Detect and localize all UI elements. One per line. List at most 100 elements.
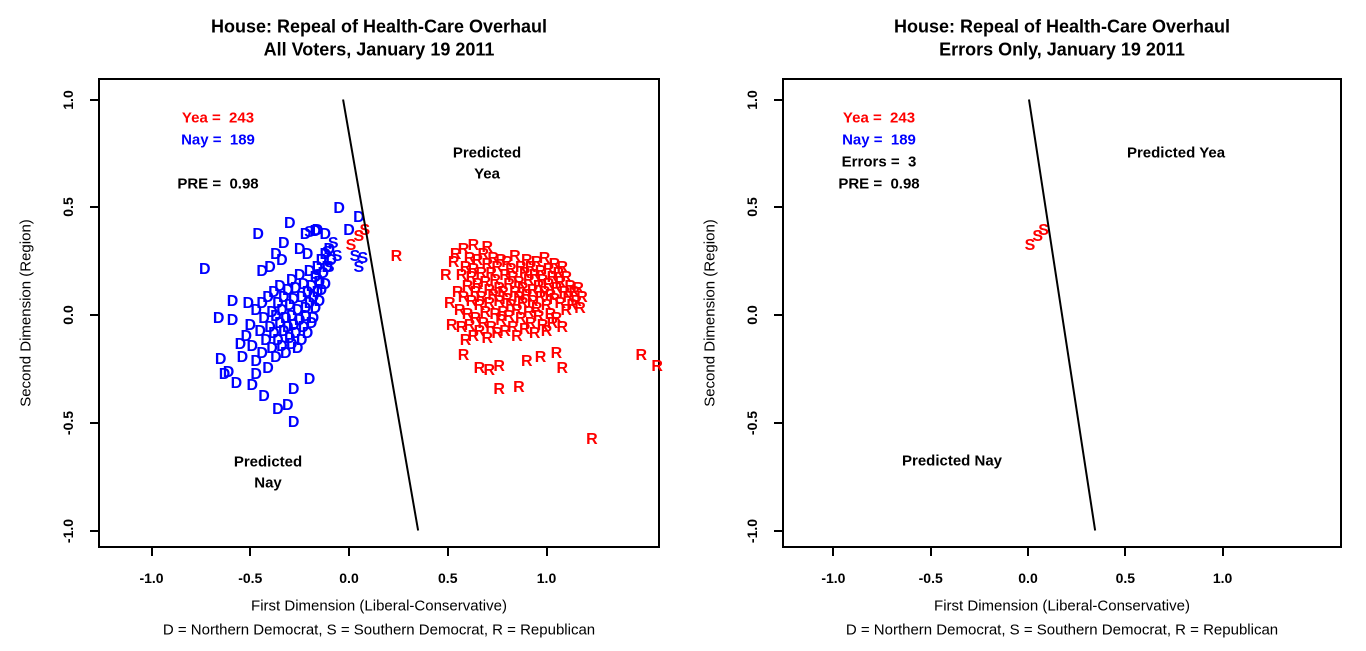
r-point-glyph: R (507, 318, 519, 336)
vote-stat-line: Yea = 243 (842, 109, 916, 127)
r-point-glyph: R (546, 314, 559, 332)
r-point-glyph: R (524, 258, 537, 276)
r-point-glyph: R (526, 282, 539, 300)
r-point-glyph: R (505, 260, 517, 278)
d-point-glyph: D (303, 370, 316, 388)
right-plot-title-line2: Errors Only, January 19 2011 (939, 39, 1185, 60)
d-point-glyph: D (287, 316, 300, 334)
d-point-glyph: D (199, 260, 211, 278)
r-point-glyph: R (530, 299, 543, 317)
d-point-glyph: D (264, 318, 276, 336)
d-point-glyph: D (226, 312, 239, 330)
r-point-glyph: R (532, 277, 545, 295)
r-point-glyph: R (487, 286, 499, 304)
left-x-axis-label: First Dimension (Liberal-Conservative) (251, 597, 507, 615)
y-tick-label: 0.5 (60, 197, 76, 217)
d-point-glyph: D (254, 323, 266, 341)
d-point-glyph: D (283, 215, 296, 233)
y-tick-label: -1.0 (744, 518, 760, 543)
d-point-glyph: D (278, 288, 290, 306)
left-predicted-nay-label-line2: Nay (254, 474, 282, 492)
r-point-glyph: R (576, 288, 588, 306)
d-point-glyph: D (266, 340, 278, 358)
r-point-glyph: R (493, 357, 505, 375)
r-point-glyph: R (497, 303, 509, 321)
r-point-glyph: R (479, 303, 492, 321)
d-point-glyph: D (256, 344, 268, 362)
r-point-glyph: R (485, 318, 497, 336)
d-point-glyph: D (315, 252, 328, 270)
r-point-glyph: R (518, 321, 531, 339)
x-tick-label: -1.0 (139, 570, 164, 586)
d-point-glyph: D (280, 310, 292, 328)
r-point-glyph: R (489, 271, 501, 289)
r-point-glyph: R (467, 327, 480, 345)
y-tick-mark (774, 206, 782, 209)
r-point-glyph: R (515, 310, 527, 328)
y-tick-mark (90, 421, 98, 424)
d-point-glyph: D (252, 226, 264, 244)
d-point-glyph: D (218, 366, 231, 384)
r-point-glyph: R (465, 293, 478, 311)
d-point-glyph: D (272, 400, 284, 418)
d-point-glyph: D (262, 359, 274, 377)
d-point-glyph: D (242, 295, 255, 313)
y-tick-label: -0.5 (60, 410, 76, 435)
r-point-glyph: R (511, 327, 523, 345)
d-point-glyph: D (250, 353, 262, 371)
r-point-glyph: R (469, 284, 482, 302)
left-y-axis-label: Second Dimension (Region) (17, 219, 35, 407)
r-point-glyph: R (554, 295, 567, 313)
r-point-glyph: R (558, 284, 571, 302)
d-point-glyph: D (250, 366, 262, 384)
right-x-axis-label: First Dimension (Liberal-Conservative) (934, 597, 1190, 615)
r-point-glyph: R (457, 288, 470, 306)
x-tick-label: 0.0 (339, 570, 359, 586)
d-point-glyph: D (303, 262, 316, 280)
r-point-glyph: R (459, 258, 472, 276)
x-tick-label: 0.5 (1115, 570, 1136, 586)
y-tick-label: 0.0 (744, 305, 760, 325)
d-point-glyph: D (246, 338, 258, 356)
d-point-glyph: D (274, 277, 286, 295)
x-tick-mark (446, 548, 449, 556)
d-point-glyph: D (272, 331, 284, 349)
r-point-glyph: R (560, 301, 573, 319)
d-point-glyph: D (333, 200, 345, 218)
r-point-glyph: R (574, 299, 586, 317)
r-point-glyph: R (542, 275, 555, 293)
r-point-glyph: R (517, 280, 529, 298)
right-y-axis-label: Second Dimension (Region) (701, 219, 719, 407)
right-panel: House: Repeal of Health-Care Overhaul Er… (683, 0, 1366, 651)
r-point-glyph: R (503, 275, 515, 293)
r-point-glyph: R (497, 284, 509, 302)
right-predicted-yea-label: Predicted Yea (1126, 144, 1226, 162)
right-plot-title-line1: House: Repeal of Health-Care Overhaul (893, 16, 1231, 37)
r-point-glyph: R (507, 269, 519, 287)
d-point-glyph: D (309, 269, 322, 287)
y-tick-mark (90, 529, 98, 532)
d-point-glyph: D (260, 331, 272, 349)
r-point-glyph: R (522, 271, 535, 289)
r-point-glyph: R (491, 325, 503, 343)
r-point-glyph: R (483, 362, 495, 380)
d-point-glyph: D (256, 262, 268, 280)
y-tick-mark (774, 98, 782, 101)
r-point-glyph: R (485, 265, 497, 283)
s-point-glyph: S (321, 243, 333, 261)
r-point-glyph: R (495, 252, 507, 270)
r-point-glyph: R (524, 314, 537, 332)
r-point-glyph: R (546, 269, 559, 287)
d-point-glyph: D (274, 314, 286, 332)
r-point-glyph: R (457, 346, 470, 364)
s-point-glyph: S (353, 258, 365, 276)
d-point-glyph: D (309, 299, 322, 317)
r-point-glyph: R (390, 247, 403, 265)
r-point-glyph: R (586, 430, 598, 448)
vote-stat-line: Nay = 189 (842, 131, 916, 149)
left-plot-box (98, 78, 660, 548)
s-point-glyph: S (327, 234, 339, 252)
d-point-glyph: D (313, 293, 326, 311)
r-point-glyph: R (536, 316, 549, 334)
